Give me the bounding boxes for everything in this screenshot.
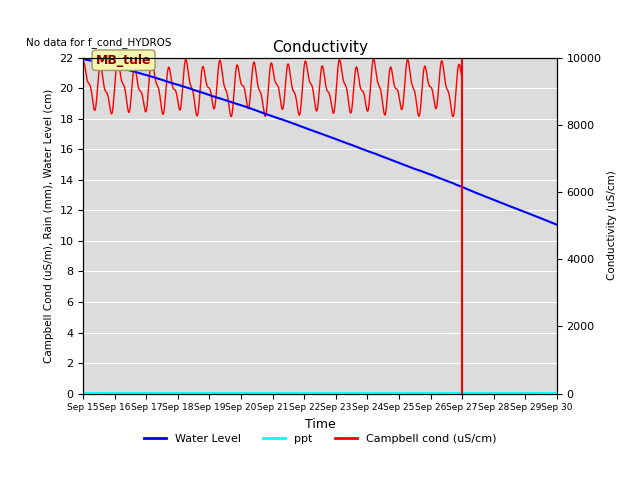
Y-axis label: Campbell Cond (uS/m), Rain (mm), Water Level (cm): Campbell Cond (uS/m), Rain (mm), Water L… <box>44 88 54 363</box>
Text: MB_tule: MB_tule <box>96 54 151 67</box>
Text: No data for f_cond_HYDROS: No data for f_cond_HYDROS <box>26 37 172 48</box>
Legend: Water Level, ppt, Campbell cond (uS/cm): Water Level, ppt, Campbell cond (uS/cm) <box>140 430 500 448</box>
Title: Conductivity: Conductivity <box>272 40 368 55</box>
Y-axis label: Conductivity (uS/cm): Conductivity (uS/cm) <box>607 171 617 280</box>
X-axis label: Time: Time <box>305 418 335 431</box>
